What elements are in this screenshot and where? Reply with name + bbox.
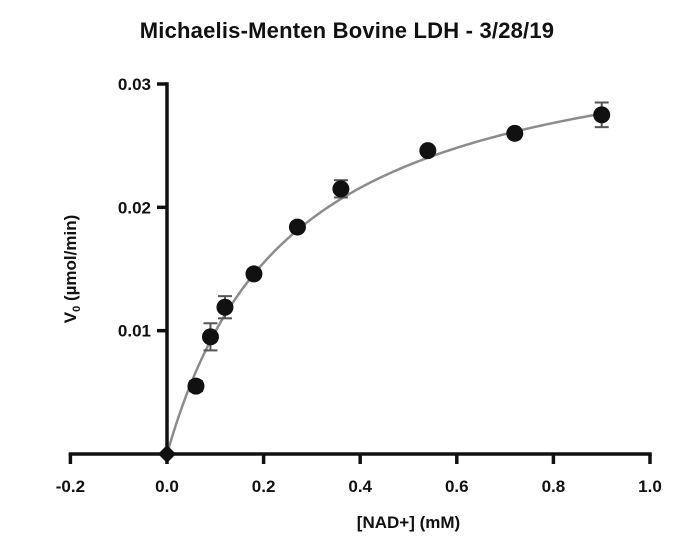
data-marker — [187, 377, 205, 395]
data-marker — [245, 265, 263, 283]
data-marker — [593, 106, 611, 124]
data-marker — [201, 328, 219, 346]
data-points — [158, 101, 611, 463]
data-marker — [419, 142, 437, 160]
axes: -0.2 0.0 0.2 0.4 0.6 0.8 1.0 0.01 0.02 0.03 — [56, 75, 662, 496]
data-point — [332, 179, 350, 199]
chart-title: Michaelis-Menten Bovine LDH - 3/28/19 — [139, 18, 555, 43]
x-tick-label: 0.0 — [155, 477, 179, 496]
x-tick-label: 0.4 — [348, 477, 372, 496]
y-tick-label: 0.02 — [118, 198, 151, 217]
data-point — [216, 295, 234, 320]
data-marker — [332, 180, 350, 198]
fit-curve — [165, 112, 602, 455]
x-tick-label: 1.0 — [638, 477, 662, 496]
x-tick-label: 0.6 — [445, 477, 469, 496]
y-tick-label: 0.03 — [118, 75, 151, 94]
data-marker — [158, 445, 176, 463]
x-tick-label: -0.2 — [56, 477, 85, 496]
x-tick-label: 0.8 — [542, 477, 566, 496]
data-marker — [506, 124, 524, 142]
data-point — [288, 218, 306, 236]
data-point — [419, 142, 437, 160]
data-point — [245, 265, 263, 283]
data-point — [187, 377, 205, 395]
data-point — [506, 124, 524, 142]
data-marker — [288, 218, 306, 236]
x-axis-label: [NAD+] (mM) — [356, 513, 461, 532]
data-point — [201, 322, 219, 352]
y-axis-label: V0 (µmol/min) — [60, 214, 84, 324]
data-point — [158, 445, 176, 463]
data-point — [593, 101, 611, 129]
x-tick-label: 0.2 — [252, 477, 276, 496]
data-marker — [216, 298, 234, 316]
fit-line — [165, 112, 602, 455]
y-tick-label: 0.01 — [118, 322, 151, 341]
